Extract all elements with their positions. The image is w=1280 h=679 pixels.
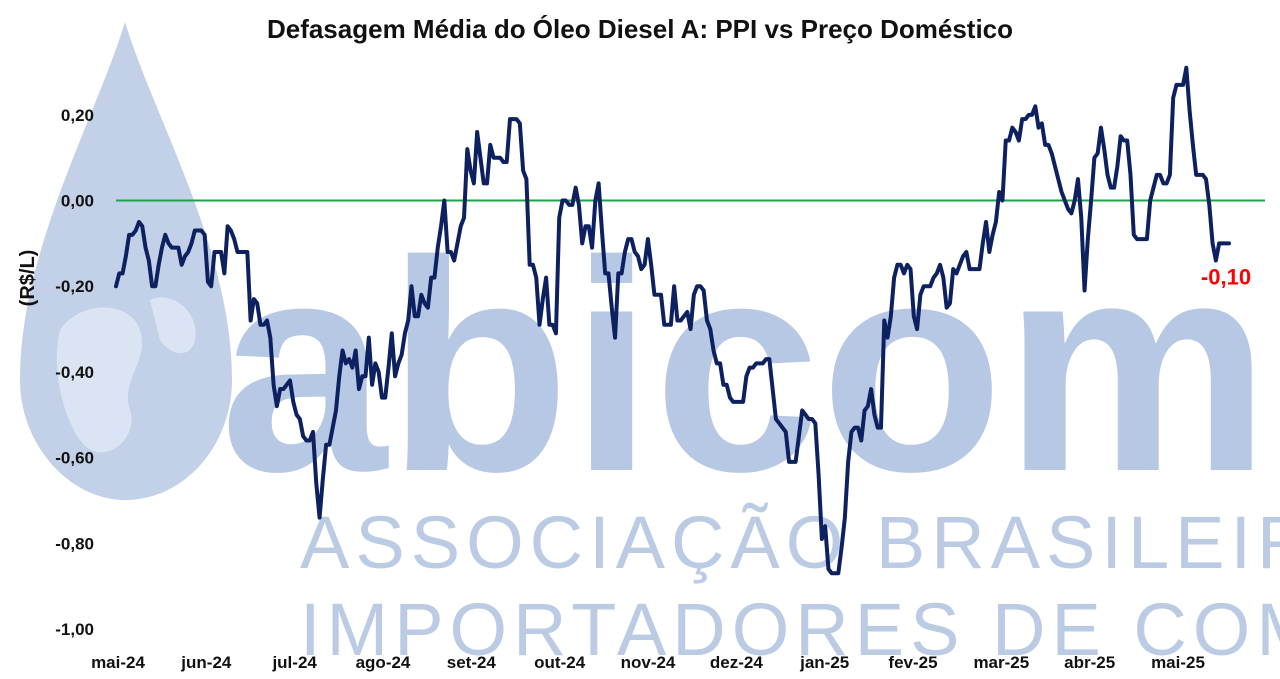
y-tick-label: -0,40 [55,363,94,382]
x-tick-label: mar-25 [973,653,1029,672]
watermark-line-1: ASSOCIAÇÃO BRASILEIRA DOS [300,501,1280,584]
y-tick-label: 0,20 [61,106,94,125]
x-axis-ticks: mai-24 jun-24 jul-24 ago-24 set-24 out-24 nov-… [91,653,1205,672]
y-tick-label: -1,00 [55,620,94,639]
x-tick-label: fev-25 [888,653,937,672]
watermark-line-2: IMPORTADORES DE COMBUSTÍVEIS [300,588,1280,671]
x-tick-label: set-24 [447,653,497,672]
series-line [114,65,1231,576]
last-value-label: -0,10 [1201,264,1251,289]
x-tick-label: jun-24 [180,653,232,672]
x-tick-label: abr-25 [1064,653,1115,672]
x-tick-label: jul-24 [271,653,317,672]
y-tick-label: -0,80 [55,534,94,553]
x-tick-label: dez-24 [710,653,763,672]
y-axis-ticks: 0,20 0,00 -0,20 -0,40 -0,60 -0,80 -1,00 [55,106,94,639]
x-tick-label: mai-25 [1151,653,1205,672]
watermark: abicom ASSOCIAÇÃO BRASILEIRA DOS IMPORTA… [20,22,1280,671]
x-tick-label: nov-24 [621,653,676,672]
y-tick-label: -0,60 [55,449,94,468]
chart-title: Defasagem Média do Óleo Diesel A: PPI vs… [267,14,1013,44]
y-tick-label: 0,00 [61,192,94,211]
x-tick-label: ago-24 [356,653,411,672]
x-tick-label: jan-25 [799,653,849,672]
y-tick-label: -0,20 [55,277,94,296]
x-tick-label: out-24 [534,653,586,672]
y-axis-label: (R$/L) [17,250,39,307]
x-tick-label: mai-24 [91,653,145,672]
